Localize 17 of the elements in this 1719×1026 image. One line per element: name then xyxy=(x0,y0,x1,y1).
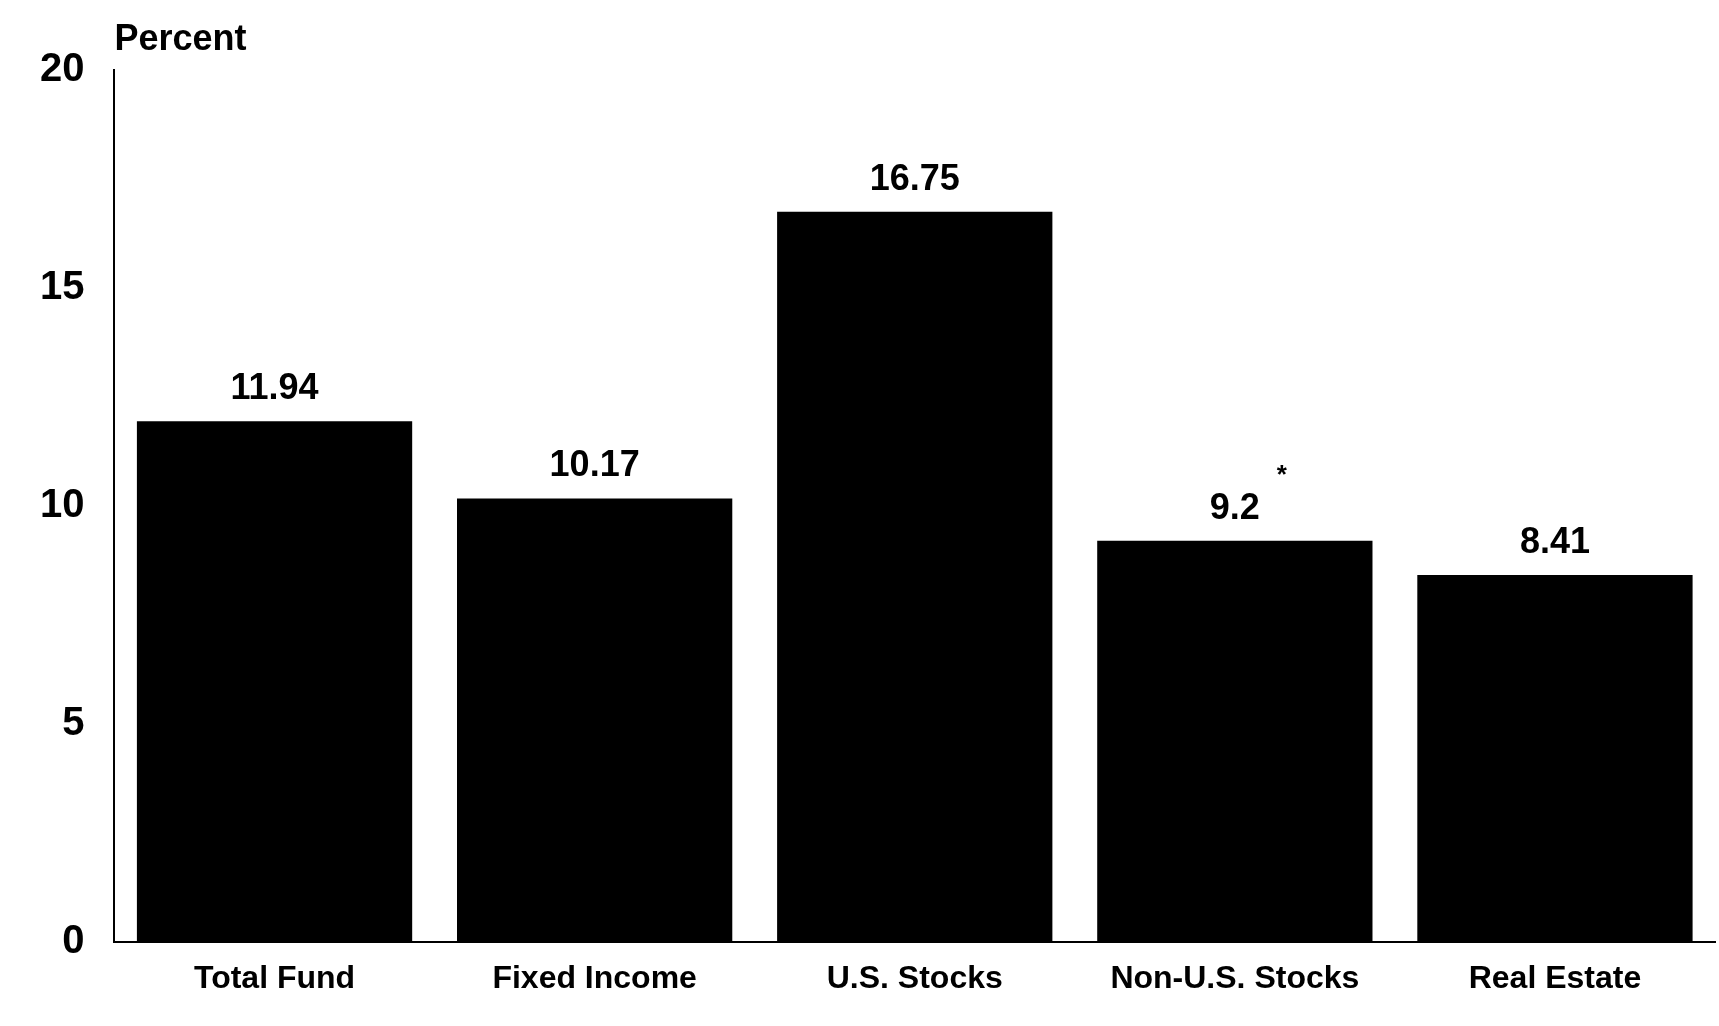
x-tick-label: Non-U.S. Stocks xyxy=(1110,958,1360,995)
data-label: 11.94 xyxy=(230,366,319,408)
data-label: 8.41 xyxy=(1519,520,1590,562)
y-tick-label: 10 xyxy=(39,480,85,525)
x-tick-label: Fixed Income xyxy=(492,958,697,995)
y-axis-title: Percent xyxy=(114,16,247,58)
y-tick-label: 5 xyxy=(62,698,85,743)
x-tick-label: Real Estate xyxy=(1468,958,1642,995)
x-tick-label: Total Fund xyxy=(193,958,356,995)
x-tick-label: U.S. Stocks xyxy=(826,958,1003,995)
y-tick-label: 0 xyxy=(62,916,85,961)
data-label: 16.75 xyxy=(869,156,960,198)
y-tick-label: 15 xyxy=(39,262,85,307)
data-label: 9.2 xyxy=(1209,485,1260,527)
annotation: * xyxy=(1276,458,1288,489)
data-label: 10.17 xyxy=(549,443,640,485)
y-tick-label: 20 xyxy=(39,45,85,90)
